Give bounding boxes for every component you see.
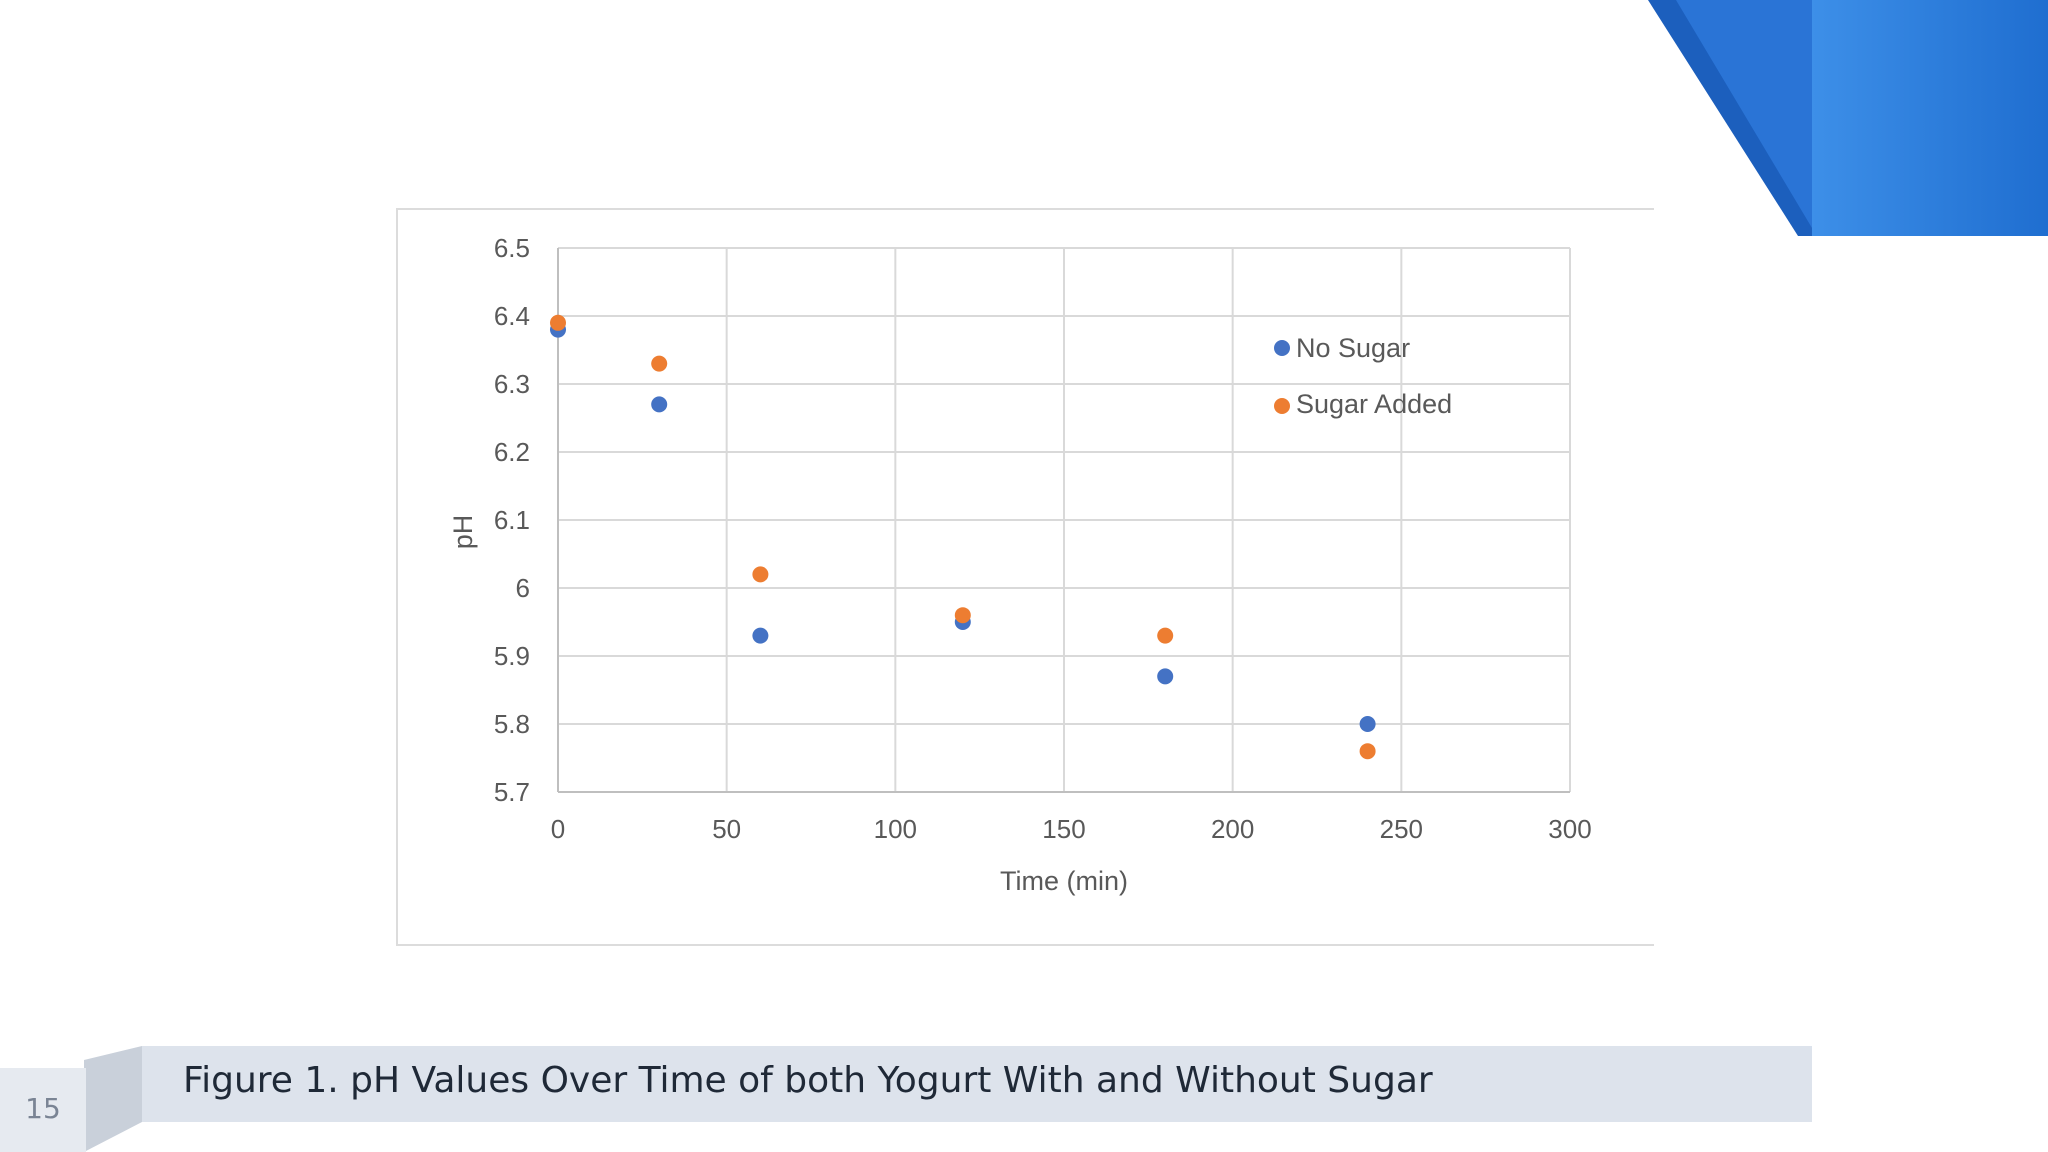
data-point-no-sugar bbox=[1157, 668, 1174, 685]
data-point-no-sugar bbox=[1359, 716, 1376, 732]
data-point-sugar-added bbox=[752, 566, 769, 583]
y-tick-label: 5.9 bbox=[494, 641, 530, 671]
y-tick-label: 6.5 bbox=[494, 233, 530, 263]
data-point-sugar-added bbox=[1359, 743, 1376, 760]
corner-block bbox=[1812, 0, 2048, 236]
chart-frame: 5.7 5.8 5.9 6 6.1 6.2 6.3 6.4 6.5 0 50 100 150 200 250… bbox=[396, 208, 1654, 946]
legend-label: Sugar Added bbox=[1296, 389, 1452, 419]
figure-caption: Figure 1. pH Values Over Time of both Yo… bbox=[183, 1060, 1433, 1101]
x-tick-label: 200 bbox=[1211, 814, 1254, 844]
x-axis-title: Time (min) bbox=[1000, 866, 1128, 896]
x-tick-label: 50 bbox=[712, 814, 741, 844]
y-tick-label: 5.7 bbox=[494, 777, 530, 807]
scatter-chart: 5.7 5.8 5.9 6 6.1 6.2 6.3 6.4 6.5 0 50 100 150 200 250… bbox=[448, 233, 1592, 896]
x-tick-label: 300 bbox=[1548, 814, 1591, 844]
caption-bar bbox=[142, 1046, 1812, 1122]
legend-marker bbox=[1274, 398, 1290, 414]
x-tick-label: 250 bbox=[1380, 814, 1423, 844]
data-point-sugar-added bbox=[954, 607, 971, 624]
y-tick-label: 6.1 bbox=[494, 505, 530, 535]
y-tick-label: 6 bbox=[516, 573, 530, 603]
data-point-sugar-added bbox=[1157, 627, 1174, 644]
data-point-no-sugar bbox=[651, 396, 668, 413]
data-point-sugar-added bbox=[651, 355, 668, 372]
x-tick-label: 100 bbox=[874, 814, 917, 844]
y-tick-label: 6.2 bbox=[494, 437, 530, 467]
y-tick-label: 5.8 bbox=[494, 709, 530, 739]
page-number: 15 bbox=[25, 1092, 61, 1125]
y-tick-label: 6.3 bbox=[494, 369, 530, 399]
legend-label: No Sugar bbox=[1296, 333, 1410, 363]
corner-mid-wedge bbox=[1676, 0, 1812, 236]
data-point-no-sugar bbox=[752, 627, 769, 644]
legend-marker bbox=[1274, 340, 1290, 356]
page-number-tab bbox=[0, 1068, 86, 1152]
corner-dark-wedge bbox=[1648, 0, 1812, 236]
data-point-sugar-added bbox=[550, 314, 566, 331]
x-tick-label: 150 bbox=[1042, 814, 1085, 844]
y-axis-title: pH bbox=[448, 515, 478, 550]
x-tick-label: 0 bbox=[551, 814, 565, 844]
caption-fold bbox=[84, 1046, 142, 1152]
y-tick-label: 6.4 bbox=[494, 301, 530, 331]
